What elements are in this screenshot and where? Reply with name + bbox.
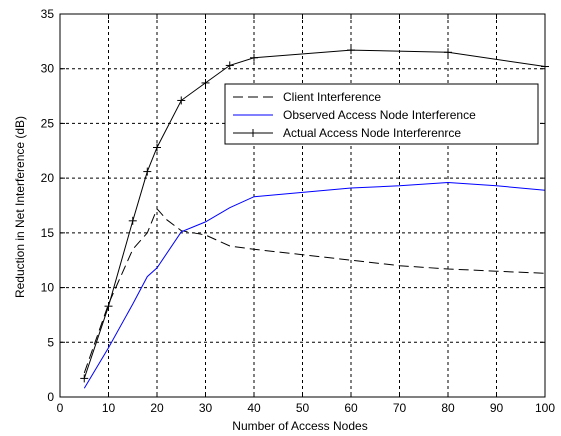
x-tick-label: 40 [247, 401, 261, 415]
plus-marker [347, 46, 355, 55]
y-tick-label: 35 [41, 7, 55, 21]
x-tick-label: 10 [102, 401, 116, 415]
plus-marker [201, 78, 210, 87]
plus-marker [153, 143, 161, 152]
plus-marker [104, 302, 113, 311]
series-line [83, 207, 546, 374]
x-tick-label: 70 [393, 401, 407, 415]
series-line [83, 181, 546, 389]
plus-marker [249, 129, 257, 137]
plus-marker [225, 61, 234, 70]
series-line [83, 49, 546, 379]
y-tick-label: 15 [41, 226, 55, 240]
x-tick-label: 90 [490, 401, 504, 415]
y-tick-label: 5 [47, 335, 54, 349]
plus-marker [250, 53, 258, 62]
x-tick-label: 60 [344, 401, 358, 415]
y-tick-label: 25 [41, 116, 55, 130]
legend-entry: Actual Access Node Interferenrce [233, 126, 461, 140]
y-tick-label: 0 [47, 390, 54, 404]
y-tick-label: 30 [41, 62, 55, 76]
x-tick-label: 100 [535, 401, 555, 415]
y-tick-label: 20 [41, 171, 55, 185]
axes [59, 13, 546, 398]
x-tick-label: 30 [199, 401, 213, 415]
x-tick-label: 50 [296, 401, 310, 415]
legend-box [224, 83, 539, 145]
plus-marker [177, 96, 186, 105]
x-axis-label: Number of Access Nodes [232, 419, 367, 433]
legend-label: Actual Access Node Interferenrce [283, 126, 461, 140]
plus-marker [128, 216, 137, 225]
y-tick-label: 10 [41, 281, 55, 295]
series-1 [83, 207, 546, 374]
grid [60, 14, 545, 397]
legend: Client Interference Observed Access Node … [224, 83, 539, 145]
legend-label: Client Interference [283, 90, 381, 104]
x-tick-label: 0 [57, 401, 64, 415]
legend-entry: Observed Access Node Interference [233, 108, 476, 122]
y-axis-label: Reduction in Net Interference (dB) [13, 116, 27, 298]
legend-entry: Client Interference [233, 90, 381, 104]
plus-marker [80, 374, 89, 383]
tick-labels: 0 10 20 30 40 50 60 70 80 90 100 0 5 10 15 20 25 30 35 [41, 7, 556, 415]
legend-label: Observed Access Node Interference [283, 108, 476, 122]
plus-marker [143, 167, 152, 176]
series-2 [83, 181, 546, 389]
x-tick-label: 80 [441, 401, 455, 415]
plus-marker [444, 48, 452, 57]
x-tick-label: 20 [150, 401, 164, 415]
